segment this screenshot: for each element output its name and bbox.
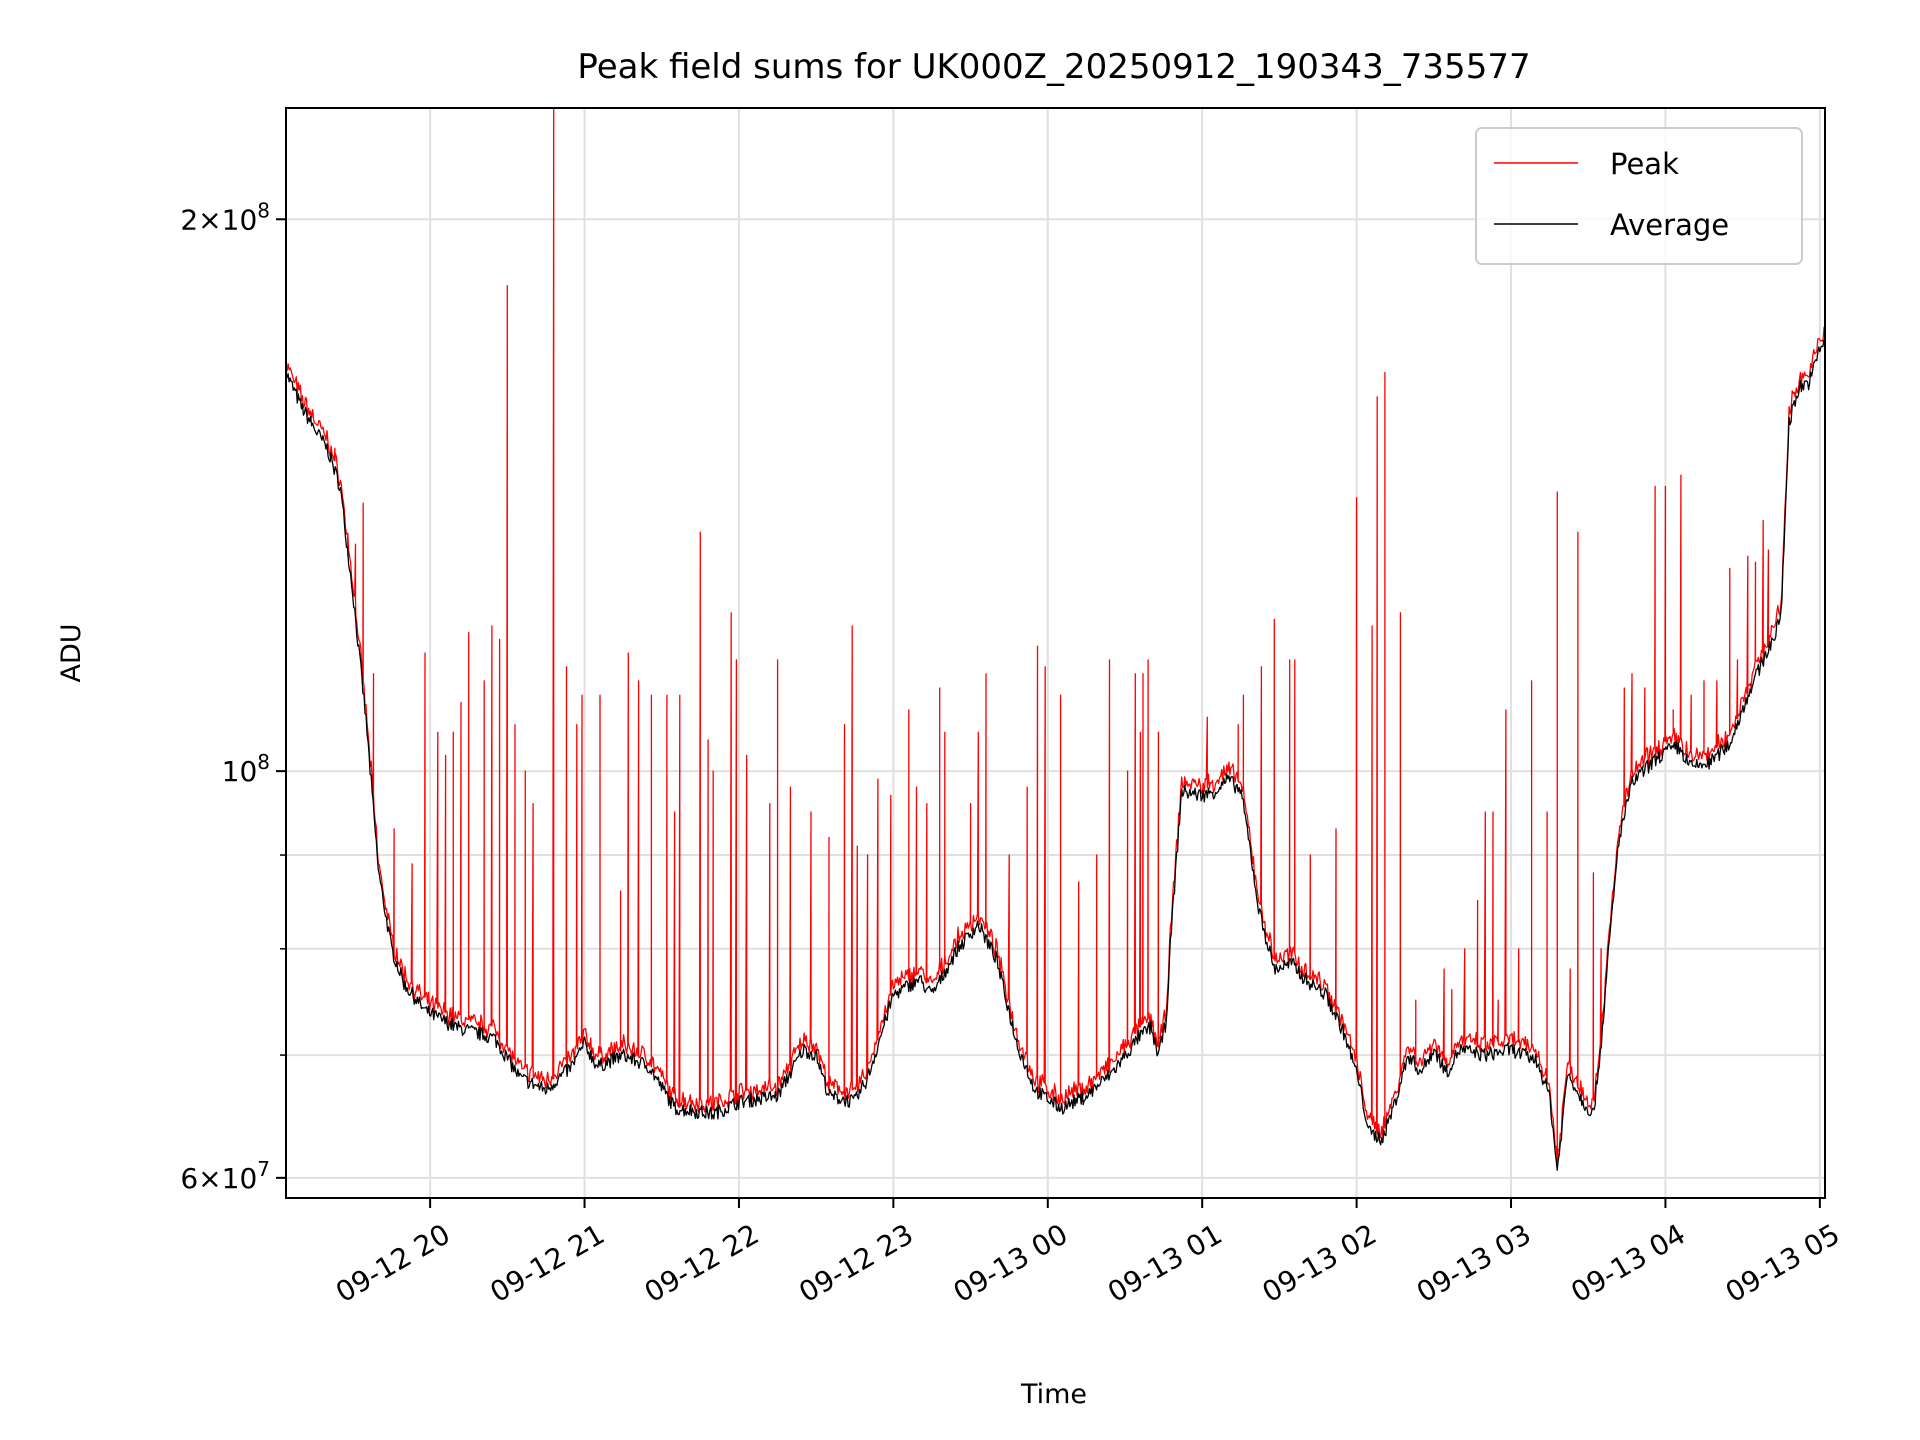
legend-peak-label: Peak <box>1610 147 1679 181</box>
legend-box <box>1475 127 1803 265</box>
y-tick-base: 10 <box>222 203 258 236</box>
y-tick-mantissa: 2 <box>180 203 198 236</box>
y-tick-times: × <box>198 203 221 236</box>
chart-title: Peak field sums for UK000Z_20250912_1903… <box>577 47 1530 87</box>
legend-average-label: Average <box>1610 208 1729 242</box>
series-average-line <box>286 339 1825 1171</box>
y-tick-label: 6×107 <box>180 1157 270 1195</box>
plot-frame <box>285 107 1826 1199</box>
y-axis-label: ADU <box>56 623 87 682</box>
y-tick-mantissa: 6 <box>180 1162 198 1195</box>
y-tick-exponent: 8 <box>257 198 270 222</box>
y-tick-exponent: 8 <box>257 750 270 774</box>
y-tick-label: 108 <box>222 750 270 788</box>
series-layer <box>286 108 1825 1171</box>
y-tick-times: × <box>198 1162 221 1195</box>
series-peak-line <box>286 108 1825 1163</box>
legend: Peak Average <box>1475 127 1803 265</box>
x-axis-label: Time <box>1020 1379 1087 1410</box>
y-tick-exponent: 7 <box>257 1157 270 1181</box>
y-tick-base: 10 <box>222 1162 258 1195</box>
y-tick-base: 10 <box>222 755 258 788</box>
y-tick-label: 2×108 <box>180 198 270 236</box>
